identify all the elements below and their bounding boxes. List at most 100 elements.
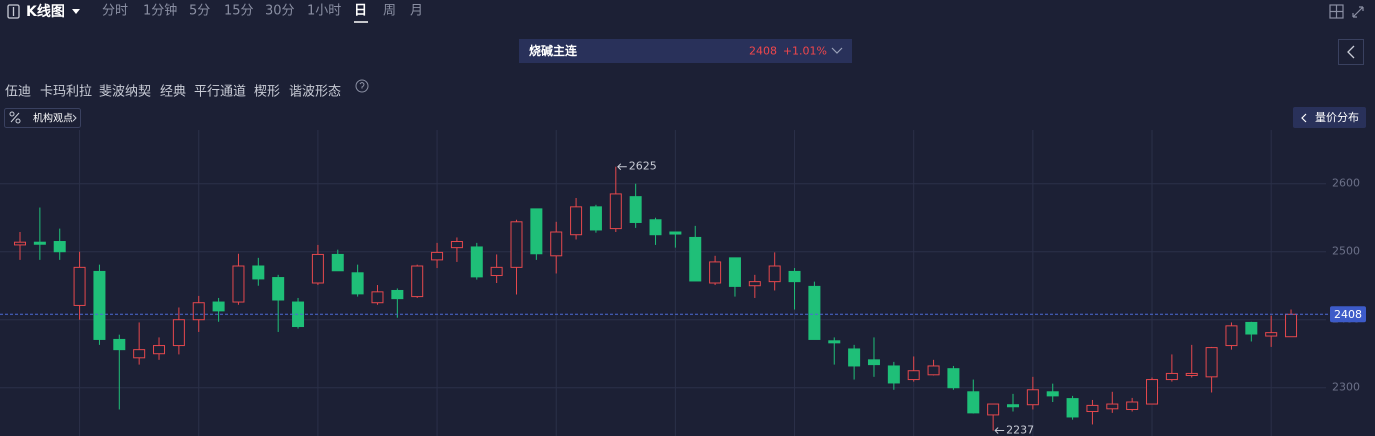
candle-body <box>113 338 126 351</box>
candle-body <box>1066 398 1079 418</box>
candle-body <box>1285 313 1298 338</box>
last-price-label: 2408 <box>1334 308 1362 321</box>
max-label: 2625 <box>629 160 657 173</box>
candle-body <box>570 206 583 236</box>
period-tab[interactable]: 周 <box>383 4 396 19</box>
candle-body <box>33 241 46 245</box>
candle-body <box>649 219 662 236</box>
candle-body <box>391 289 404 300</box>
candle-body <box>1146 379 1159 405</box>
views-icon <box>10 112 20 123</box>
candle-body <box>331 253 344 272</box>
drawing-tool[interactable]: 谐波形态 <box>289 85 341 100</box>
candle-body <box>1185 372 1198 376</box>
candle-body <box>53 241 66 253</box>
quote-box <box>519 39 852 63</box>
candle-body <box>768 265 781 283</box>
candle-body <box>987 403 1000 416</box>
candle-body <box>371 291 384 304</box>
candle-body <box>431 251 444 261</box>
candle-body <box>232 265 245 303</box>
volume-profile-chevron <box>1301 113 1307 123</box>
period-tab[interactable]: 分时 <box>102 4 128 19</box>
kline-menu[interactable]: K线图 <box>7 3 80 20</box>
top-right-icons <box>1329 4 1364 19</box>
drawing-tool[interactable]: 伍迪 <box>5 85 31 100</box>
candle-body <box>470 246 483 278</box>
candle-body <box>1126 401 1139 410</box>
candle-body <box>14 241 26 246</box>
candlestick-chart: 2300240025002600262522372408 <box>0 130 1366 436</box>
candle-body <box>192 302 205 321</box>
candle-body <box>411 265 424 298</box>
min-label: 2237 <box>1006 424 1034 436</box>
drawing-tools: 伍迪 卡玛利拉 斐波纳契 经典 平行通道 楔形 谐波形态 <box>5 85 341 100</box>
candle-body <box>252 265 265 280</box>
candle-body <box>351 272 364 295</box>
period-tab[interactable]: 1分钟 <box>143 3 177 19</box>
volume-profile-label: 量价分布 <box>1315 111 1359 124</box>
candle-body <box>709 261 722 284</box>
candle-body <box>967 391 980 414</box>
min-arrow <box>994 427 1005 434</box>
candle-body <box>1046 391 1059 397</box>
candle-body <box>1245 321 1258 335</box>
period-tab[interactable]: 5分 <box>189 4 210 19</box>
candle-body <box>1086 404 1099 413</box>
candle-body <box>172 319 185 347</box>
drawing-tool[interactable]: 斐波纳契 <box>99 85 151 100</box>
quote-chevron <box>831 47 843 54</box>
candle-body <box>1026 389 1039 406</box>
period-tab[interactable]: 30分 <box>265 4 295 19</box>
candle-body <box>907 370 920 381</box>
candle-body <box>669 231 682 235</box>
candle-body <box>1106 403 1119 410</box>
collapse-chevron <box>1347 45 1355 59</box>
contract-name: 烧碱主连 <box>529 43 578 58</box>
candle-body <box>887 365 900 384</box>
candle-body <box>550 231 563 257</box>
kline-title: K线图 <box>26 3 65 20</box>
drawing-tool[interactable]: 楔形 <box>254 85 280 100</box>
dropdown-caret <box>72 9 80 14</box>
candle-body <box>1205 347 1218 378</box>
candle-body <box>510 221 523 268</box>
help-icon[interactable] <box>355 79 369 93</box>
quote-selector[interactable]: 烧碱主连 2408 +1.01% <box>519 39 852 63</box>
candle-body <box>73 266 86 306</box>
max-arrow <box>617 163 627 171</box>
candle-body <box>490 266 503 277</box>
last-price-tag <box>1330 306 1366 323</box>
candle-body <box>1007 404 1019 408</box>
candle-body <box>1165 372 1178 381</box>
candle-body <box>867 359 880 366</box>
quote-price: 2408 <box>749 45 777 58</box>
period-tab[interactable]: 月 <box>410 4 423 19</box>
period-tab[interactable]: 1小时 <box>307 4 341 19</box>
drawing-tool[interactable]: 平行通道 <box>194 85 246 100</box>
volume-profile-button[interactable]: 量价分布 <box>1293 107 1366 128</box>
help-circle <box>355 79 369 93</box>
views-box <box>4 108 81 128</box>
kline-icon <box>7 4 20 19</box>
period-tab[interactable]: 15分 <box>224 4 254 19</box>
y-tick-label: 2300 <box>1332 381 1360 394</box>
candle-body <box>1225 325 1238 347</box>
volume-profile-box <box>1293 107 1366 128</box>
drawing-tool[interactable]: 经典 <box>160 85 186 100</box>
fullscreen-icon[interactable] <box>1352 6 1364 18</box>
period-tab[interactable]: 日 <box>354 4 367 19</box>
candle-body <box>927 365 940 376</box>
candle-body <box>450 241 463 249</box>
candle-body <box>589 206 602 231</box>
collapse-button[interactable] <box>1338 39 1364 65</box>
drawing-tool[interactable]: 卡玛利拉 <box>40 85 92 100</box>
candle-body <box>93 270 106 340</box>
candle-body <box>530 208 543 255</box>
candle-body <box>212 301 225 312</box>
views-button[interactable]: 机构观点 <box>4 108 81 128</box>
candle-body <box>728 257 741 287</box>
